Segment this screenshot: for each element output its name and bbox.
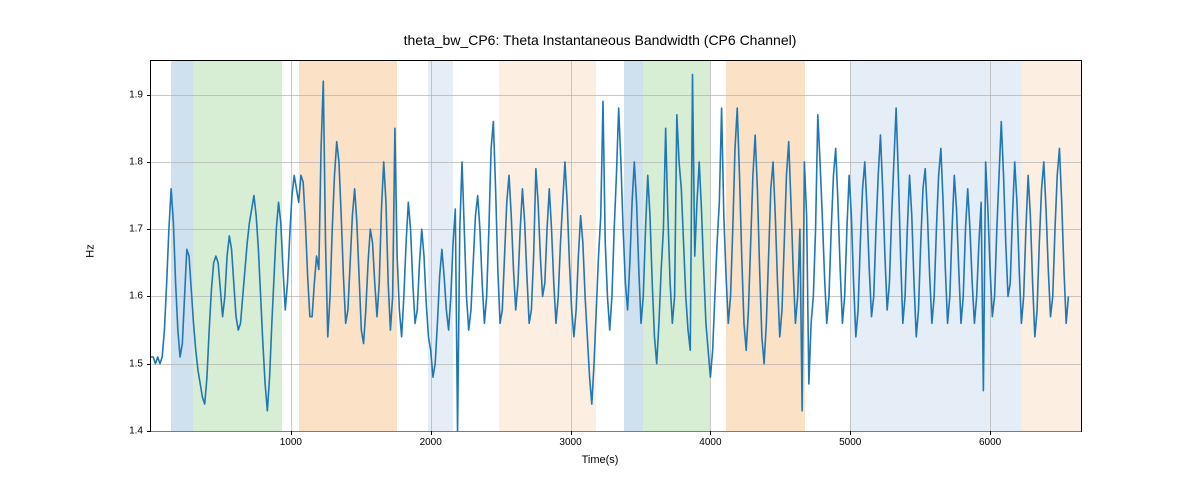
y-tick-label: 1.4 <box>129 426 143 437</box>
x-tick <box>431 431 432 435</box>
x-tick <box>291 431 292 435</box>
figure: theta_bw_CP6: Theta Instantaneous Bandwi… <box>0 0 1200 500</box>
y-tick <box>147 296 151 297</box>
x-tick <box>990 431 991 435</box>
y-tick <box>147 431 151 432</box>
data-line <box>151 74 1068 431</box>
y-tick <box>147 95 151 96</box>
y-tick-label: 1.6 <box>129 291 143 302</box>
x-tick <box>850 431 851 435</box>
y-tick-label: 1.7 <box>129 224 143 235</box>
y-tick-label: 1.9 <box>129 89 143 100</box>
y-tick-label: 1.5 <box>129 358 143 369</box>
x-tick-label: 6000 <box>979 437 1001 448</box>
y-tick <box>147 364 151 365</box>
y-axis-label: Hz <box>85 244 97 257</box>
x-tick-label: 2000 <box>420 437 442 448</box>
chart-title: theta_bw_CP6: Theta Instantaneous Bandwi… <box>0 32 1200 48</box>
y-tick <box>147 229 151 230</box>
plot-area: 1.41.51.61.71.81.91000200030004000500060… <box>150 60 1082 432</box>
y-tick <box>147 162 151 163</box>
x-tick-label: 4000 <box>699 437 721 448</box>
x-tick <box>710 431 711 435</box>
x-tick-label: 3000 <box>559 437 581 448</box>
x-tick-label: 1000 <box>280 437 302 448</box>
line-plot-svg <box>151 61 1081 431</box>
x-tick <box>571 431 572 435</box>
x-tick-label: 5000 <box>839 437 861 448</box>
x-axis-label: Time(s) <box>0 454 1200 466</box>
y-tick-label: 1.8 <box>129 156 143 167</box>
